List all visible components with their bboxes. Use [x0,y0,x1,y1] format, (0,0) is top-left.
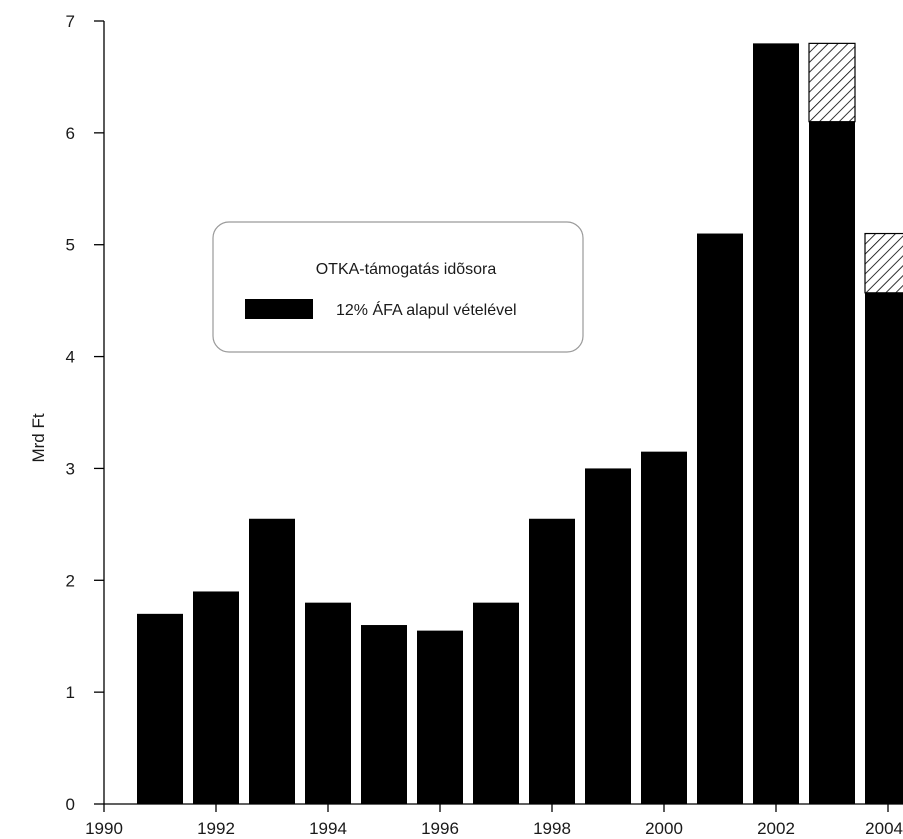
y-tick-label-3: 3 [66,459,75,478]
legend: OTKA-támogatás idõsora 12% ÁFA alapul vé… [212,221,584,353]
bar-1994 [305,602,351,804]
bar-1995 [361,625,407,804]
y-tick-label-0: 0 [66,795,75,814]
x-tick-label-2004: 2004 [865,819,903,838]
x-tick-label-2002: 2002 [757,819,795,838]
y-tick-label-7: 7 [66,12,75,31]
bar-2000 [641,451,687,804]
bars-group [137,42,903,804]
bar-1998 [529,518,575,804]
bar-2003 [809,121,855,804]
y-axis-title: Mrd Ft [29,413,48,462]
legend-swatch [245,299,313,319]
x-tick-label-1992: 1992 [197,819,235,838]
bar-2004 [865,292,903,804]
legend-box [212,221,584,353]
bar-1992 [193,591,239,804]
x-tick-label-1998: 1998 [533,819,571,838]
x-tick-label-1996: 1996 [421,819,459,838]
bar-1996 [417,630,463,804]
bar-2002 [753,43,799,804]
bar-1997 [473,602,519,804]
hatched-bar-2003 [808,42,856,123]
x-tick-label-1990: 1990 [85,819,123,838]
y-tick-label-4: 4 [66,348,75,367]
bar-1991 [137,613,183,804]
y-tick-label-6: 6 [66,124,75,143]
axes-group: 0 1 2 3 4 5 6 7 1990 1992 1994 1996 1998 2000 2002 2004 [66,12,903,838]
hatched-bar-2004 [864,232,903,294]
y-tick-label-1: 1 [66,683,75,702]
y-tick-label-2: 2 [66,571,75,590]
x-tick-label-2000: 2000 [645,819,683,838]
bar-1999 [585,468,631,804]
x-tick-label-1994: 1994 [309,819,347,838]
bar-1993 [249,518,295,804]
y-tick-label-5: 5 [66,236,75,255]
legend-title: OTKA-támogatás idõsora [316,261,497,278]
legend-entry-label: 12% ÁFA alapul vételével [336,300,517,319]
bar-2001 [697,233,743,804]
